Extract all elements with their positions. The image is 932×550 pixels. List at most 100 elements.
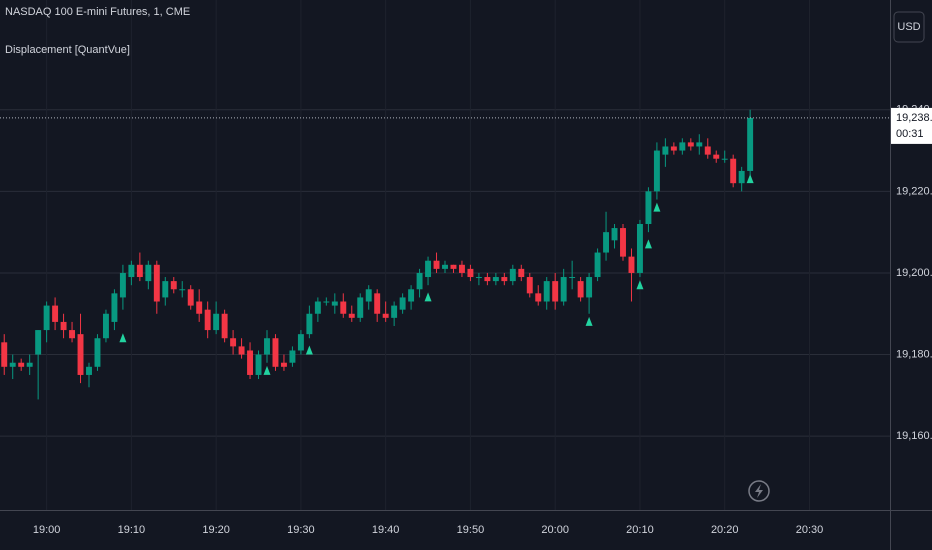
y-tick-label: 19,160.00 [896,430,932,442]
candle-body [35,330,42,355]
signal-triangle [305,345,313,355]
signal-triangle [424,292,432,302]
candle-body [374,293,381,314]
candle-body [102,313,109,339]
candle-body [433,260,440,269]
candle-body [552,281,559,302]
currency-label: USD [897,21,920,33]
candle-body [1,342,8,367]
candle-body [560,277,567,302]
candle-body [94,338,101,367]
chart-title: NASDAQ 100 E-mini Futures, 1, CME [5,6,190,18]
candle-body [9,362,16,367]
candle-body [340,301,347,314]
candle-body [221,313,228,339]
last-price-label: 19,238.00 [896,112,932,124]
candle-body [509,268,516,282]
currency-button[interactable] [893,11,925,43]
candle-body [306,313,313,335]
icon-bolt [755,484,763,498]
candle-body [450,264,457,269]
candle-body [52,305,59,322]
candle-body [264,338,270,355]
candle-body [60,321,67,331]
candle-body [586,277,593,298]
x-tick-label: 19:20 [202,524,230,536]
y-tick-label: 19,180.00 [896,348,932,360]
candle-body [331,301,338,306]
candle-body [196,301,203,314]
x-tick-label: 19:10 [118,524,146,536]
candle-body [670,146,677,151]
candle-body [475,277,482,279]
signal-triangle [653,202,661,212]
candle-body [170,281,177,290]
candle-body [442,264,448,269]
candle-body [645,191,652,224]
candle-body [77,334,84,375]
marks [0,109,890,400]
y-tick-label: 19,200.00 [896,267,932,279]
candle-body [458,264,465,273]
candle-body [603,232,610,253]
x-tick-label: 20:20 [711,524,739,536]
y-tick-label: 19,220.00 [896,185,932,197]
x-tick-label: 19:50 [457,524,485,536]
last-price-box [891,107,932,144]
candle-body [238,346,245,355]
candle-body [679,142,686,151]
candle-body [653,150,660,192]
candle-body [230,338,237,347]
candle-body [425,260,432,278]
candle-body [730,158,737,184]
candle-body [721,158,728,160]
candle-body [391,305,398,318]
candle-body [594,252,601,278]
axes: 19,160.00 19,180.00 19,200.00 19,220.00 19,2… [33,104,932,536]
candle-body [543,281,550,302]
candle-body [535,293,542,302]
candle-body [357,297,364,318]
candle-body [636,223,643,273]
candle-body [662,146,669,155]
candle-body [26,362,33,367]
candle-body [280,362,287,367]
candle-body [297,334,304,351]
candle-body [289,350,296,363]
indicator-name: Displacement [QuantVue] [5,44,130,56]
signal-triangle [636,280,644,290]
candle-body [620,228,626,257]
candle-body [696,142,703,147]
candle-body [86,366,92,375]
candle-body [187,289,194,306]
x-tick-label: 20:10 [626,524,654,536]
candle-body [162,281,169,298]
candle-body [111,293,118,322]
countdown-label: 00:31 [896,128,924,140]
candle-body [687,142,694,147]
candle-body [136,264,143,278]
candle-body [213,313,220,331]
candle-body [628,256,635,273]
candle-body [611,228,618,241]
candle-body [314,301,321,314]
candle-body [738,170,745,184]
icon-ring [748,480,770,502]
candle-body [408,289,415,302]
candle-body [569,277,576,279]
candle-body [484,277,491,282]
lightning-icon[interactable] [748,480,770,502]
candle-body [145,264,152,282]
candle-body [179,289,186,291]
candle-body [153,264,160,302]
candle-body [713,154,720,159]
candle-body [43,305,50,331]
candle-body [119,272,126,298]
signal-triangle [585,316,593,326]
candle-body [323,301,330,303]
candle-body [348,313,355,318]
candle-body [128,264,135,278]
signal-triangle [263,365,271,375]
